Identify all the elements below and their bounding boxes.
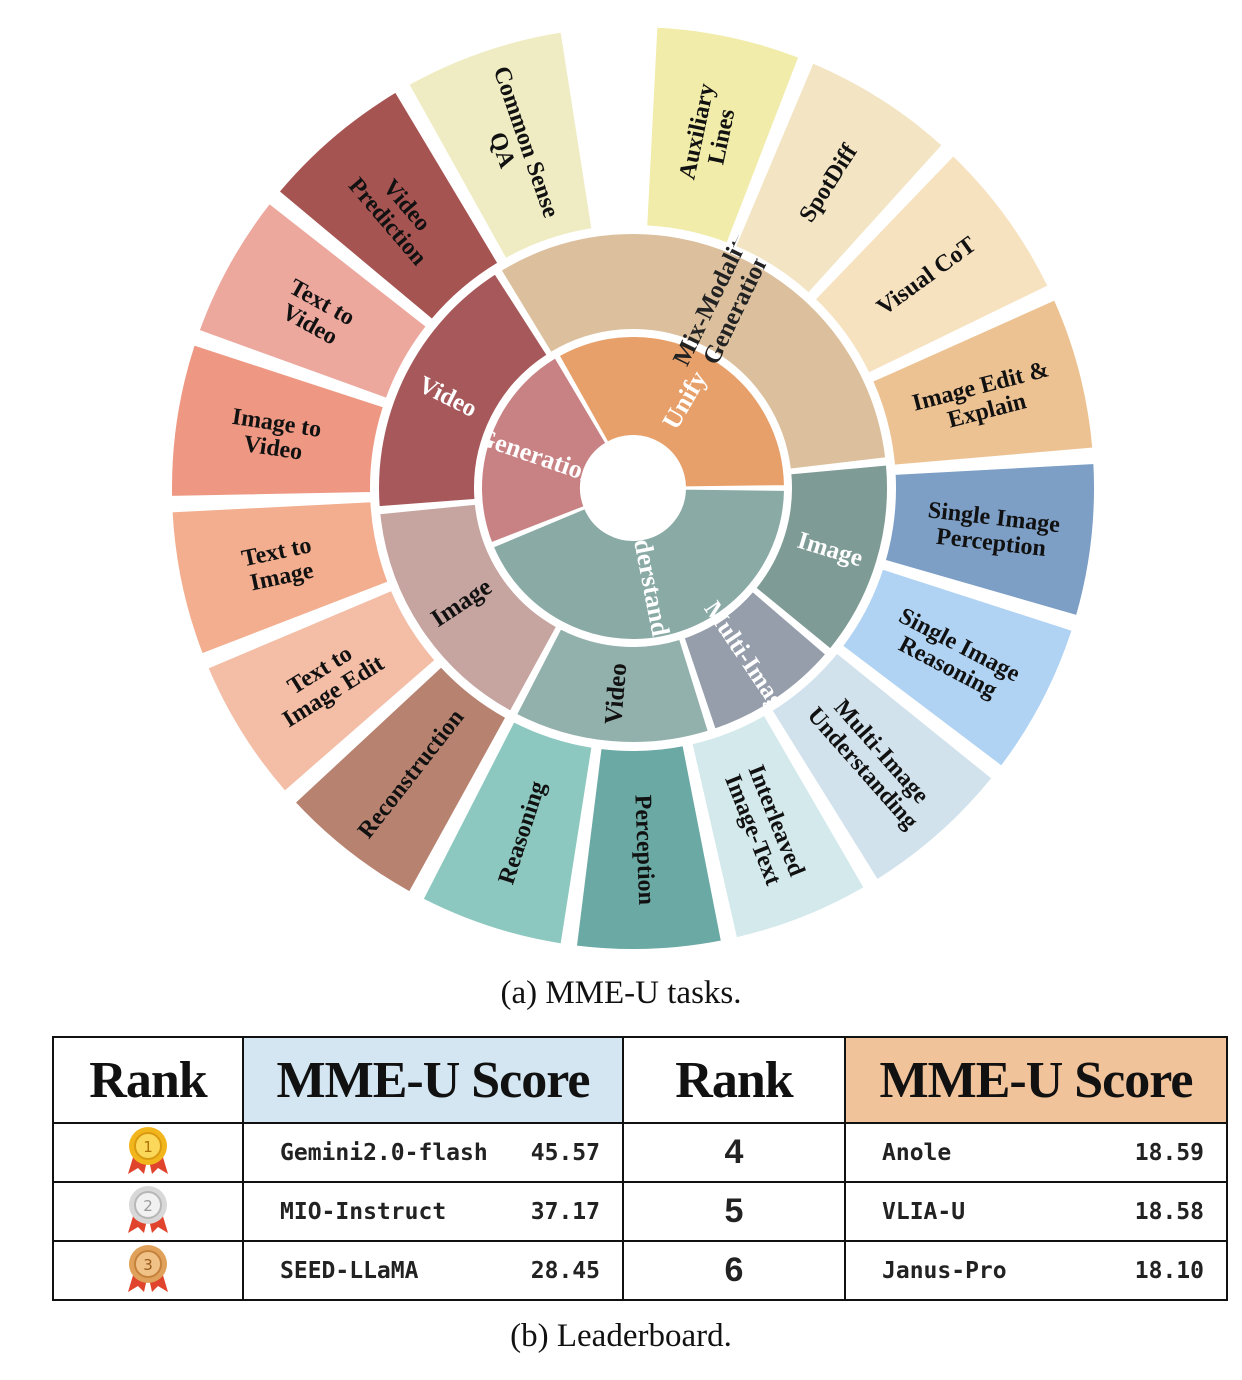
score-header-right: MME-U Score [844,1036,1228,1124]
task-wheel: UnifyUnderstandingGenerationMix-Modality… [170,25,1096,951]
outer-ring-segment: Text toImage [170,500,390,656]
rank-cell: 2 [52,1181,244,1242]
outer-segment-shape [421,720,594,946]
middle-ring-segment: Mix-ModalityGeneration [499,224,888,471]
medal-number: 1 [143,1138,153,1156]
model-score: 37.17 [530,1198,600,1225]
model-score: 28.45 [530,1257,600,1284]
bronze-medal-icon: 3 [128,1245,168,1292]
middle-ring-segment: Multi-Image [682,590,828,731]
outer-ring-segment: Image toVideo [170,343,385,498]
model-name: SEED-LLaMA [280,1257,419,1284]
middle-segment-shape [754,463,889,651]
middle-ring-segment: Video [515,627,710,744]
outer-segment-shape [840,567,1074,768]
model-cell: Anole 18.59 [844,1122,1228,1183]
caption-tasks: (a) MME-U tasks. [500,975,742,1011]
model-name: VLIA-U [882,1198,966,1225]
middle-segment-shape [377,272,549,509]
model-name: MIO-Instruct [280,1198,447,1225]
outer-ring-segment: VideoPrediction [277,90,500,321]
outer-segment-shape [206,588,437,793]
outer-segment-shape [197,201,428,400]
caption-leaderboard: (b) Leaderboard. [510,1318,732,1354]
model-score: 18.10 [1134,1257,1204,1284]
model-score: 18.58 [1134,1198,1204,1225]
outer-ring-segment: Perception [574,744,723,951]
center-segment-shape [480,356,608,545]
outer-segment-label: Text toImage [239,532,319,597]
model-cell: SEED-LLaMA 28.45 [242,1240,624,1301]
middle-segment-shape [515,627,710,744]
outer-ring-segment: Reconstruction [293,665,508,894]
table-row: 2 MIO-Instruct 37.17 5 VLIA-U 18.58 [52,1181,1228,1242]
model-score: 45.57 [530,1139,600,1166]
model-cell: VLIA-U 18.58 [844,1181,1228,1242]
medal-number: 2 [143,1197,153,1215]
outer-ring-segment: Image Edit &Explain [871,298,1095,467]
outer-ring-segment: Reasoning [421,720,594,946]
middle-segment-shape [499,232,888,471]
center-segment-shape [557,335,786,489]
center-segment-shape [491,487,786,641]
middle-ring-segment: Video [377,272,549,509]
middle-segment-label: Video [600,662,632,726]
model-cell: Gemini2.0-flash 45.57 [242,1122,624,1183]
model-cell: Janus-Pro 18.10 [844,1240,1228,1301]
outer-segment-shape [690,713,866,940]
leaderboard-table: Rank MME-U Score Rank MME-U Score 1 Gemi… [52,1036,1228,1301]
outer-ring-segment: Single ImageReasoning [840,567,1074,768]
middle-ring-segment: Image [754,463,889,651]
gold-medal-icon: 1 [128,1127,168,1174]
center-ring-segment: Generation [472,356,608,545]
outer-segment-shape [645,25,801,245]
score-header-left: MME-U Score [242,1036,624,1124]
outer-ring-segment: Text toVideo [197,201,428,400]
rank-header-right: Rank [622,1036,846,1124]
outer-ring-segment: SpotDiff [733,61,944,295]
model-score: 18.59 [1134,1139,1204,1166]
rank-cell: 3 [52,1240,244,1301]
model-name: Anole [882,1139,952,1166]
outer-segment-label: Perception [629,794,659,905]
model-cell: MIO-Instruct 37.17 [242,1181,624,1242]
outer-segment-shape [170,343,385,498]
silver-medal-icon: 2 [128,1186,168,1233]
model-name: Janus-Pro [882,1257,1007,1284]
outer-ring-segment: Visual CoT [813,154,1050,375]
outer-ring-segment: Single ImagePerception [883,462,1096,618]
outer-segment-label: Image toVideo [226,404,323,468]
rank-number: 6 [622,1240,846,1301]
rank-number: 4 [622,1122,846,1183]
rank-cell: 1 [52,1122,244,1183]
outer-segment-shape [883,462,1096,618]
middle-segment-shape [378,502,559,713]
outer-ring-segment: InterleavedImage-Text [690,713,866,940]
model-name: Gemini2.0-flash [280,1139,488,1166]
outer-segment-shape [813,154,1050,375]
outer-segment-shape [871,298,1095,467]
table-row: 3 SEED-LLaMA 28.45 6 Janus-Pro 18.10 [52,1240,1228,1301]
leaderboard-header-row: Rank MME-U Score Rank MME-U Score [52,1036,1228,1124]
outer-segment-shape [170,500,390,656]
outer-segment-shape [407,30,594,261]
center-ring-segment: Unify [557,335,786,489]
rank-number: 5 [622,1181,846,1242]
outer-segment-shape [293,665,508,894]
middle-segment-shape [682,590,828,731]
outer-segment-shape [574,744,723,951]
outer-ring-segment: Common SenseQA [407,30,594,261]
middle-ring-segment: Image [378,502,559,713]
table-row: 1 Gemini2.0-flash 45.57 4 Anole 18.59 [52,1122,1228,1183]
outer-ring-segment: AuxiliaryLines [645,25,801,245]
medal-number: 3 [143,1256,153,1274]
outer-segment-shape [770,651,994,882]
outer-segment-shape [277,90,500,321]
rank-header-left: Rank [52,1036,244,1124]
outer-segment-shape [733,61,944,295]
